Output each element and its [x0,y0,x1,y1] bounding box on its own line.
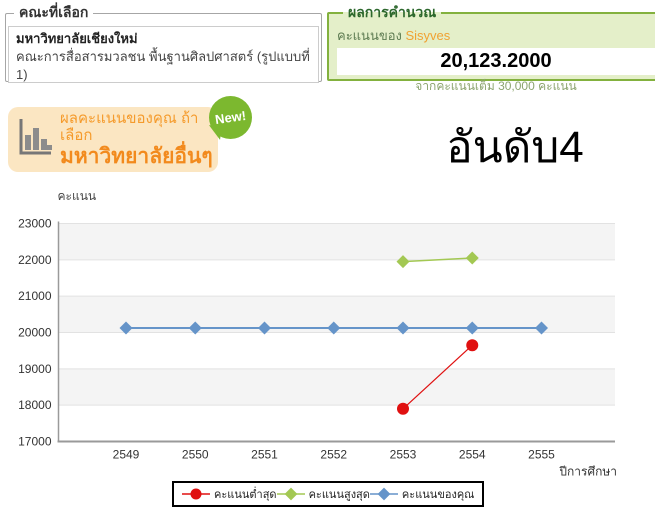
bar-chart-icon [16,115,54,164]
series-line-max [402,257,473,263]
legend-item-label: คะแนนของคุณ [401,489,475,501]
y-tick-label: 21000 [18,289,52,303]
legend-item-max: คะแนนสูงสุด [276,485,370,503]
rank-text: อันดับ4 [446,123,584,172]
compare-button-line2: มหาวิทยาลัยอื่นๆ [60,144,213,168]
legend-item-yours: คะแนนของคุณ [369,485,475,503]
legend-item-min: คะแนนต่ำสุด [182,485,277,503]
calculation-result-legend: ผลการคำนวณ [348,4,437,20]
data-point-max [396,255,410,269]
data-point-min [397,402,409,415]
grid-band [58,259,615,297]
university-name: มหาวิทยาลัยเชียงใหม่ [16,31,138,46]
legend-item-label: คะแนนสูงสุด [308,489,370,501]
faculty-name: คณะการสื่อสารมวลชน พื้นฐานศิลปศาสตร์ (รู… [16,49,310,83]
grid-band [58,223,615,260]
legend-marker-icon [276,487,305,501]
x-tick-label: 2553 [390,448,417,462]
username: Sisyves [405,28,451,43]
score-history-chart: 17000 18000 19000 20000 21000 22000 23000 2549 2… [18,189,617,479]
y-axis-title: คะแนน [58,189,97,203]
y-tick-label: 17000 [18,435,52,449]
score-display: 20,123.2000 [337,48,655,75]
x-tick-label: 2552 [320,448,347,462]
legend-item-label: คะแนนต่ำสุด [214,489,277,501]
x-tick-label: 2550 [182,448,209,462]
calculation-result-box: ผลการคำนวณ คะแนนของ Sisyves 20,123.2000 … [327,2,655,93]
compare-button-text: ผลคะแนนของคุณ ถ้าเลือก มหาวิทยาลัยอื่นๆ [60,110,218,169]
selected-faculty-legend: คณะที่เลือก [19,4,89,20]
x-tick-label: 2551 [251,448,278,462]
compare-button-line1: ผลคะแนนของคุณ ถ้าเลือก [60,110,199,145]
new-badge-label: New! [214,107,247,128]
score-owner-line: คะแนนของ Sisyves [337,25,655,46]
x-tick-label: 2554 [459,448,486,462]
chart-legend: คะแนนต่ำสุด คะแนนสูงสุด คะแนนของคุณ [172,481,484,507]
score-owner-label: คะแนนของ [337,28,402,43]
y-tick-label: 22000 [18,253,52,267]
compare-other-universities-button[interactable]: ผลคะแนนของคุณ ถ้าเลือก มหาวิทยาลัยอื่นๆ [8,107,218,172]
grid-band [58,332,615,369]
y-tick-label: 23000 [18,217,52,231]
full-score-note: จากคะแนนเต็ม 30,000 คะแนน [415,79,577,93]
selected-faculty-content: มหาวิทยาลัยเชียงใหม่ คณะการสื่อสารมวลชน … [8,26,319,83]
y-tick-label: 20000 [18,326,52,340]
grid-band [58,405,615,442]
series-line-min [402,344,473,410]
selected-faculty-box: คณะที่เลือก มหาวิทยาลัยเชียงใหม่ คณะการส… [5,2,322,83]
x-axis-title: ปีการศึกษา [559,465,617,479]
y-tick-label: 19000 [18,362,52,376]
data-point-max [465,251,479,265]
legend-marker-icon [182,488,210,500]
data-point-min [466,339,479,352]
grid-band [58,368,615,406]
legend-marker-icon [369,487,398,501]
data-point-yours [534,321,549,335]
y-tick-label: 18000 [18,398,52,412]
new-badge: New! [209,96,252,139]
x-tick-label: 2555 [528,448,555,462]
x-tick-label: 2549 [113,448,140,462]
data-point-yours [119,321,133,335]
